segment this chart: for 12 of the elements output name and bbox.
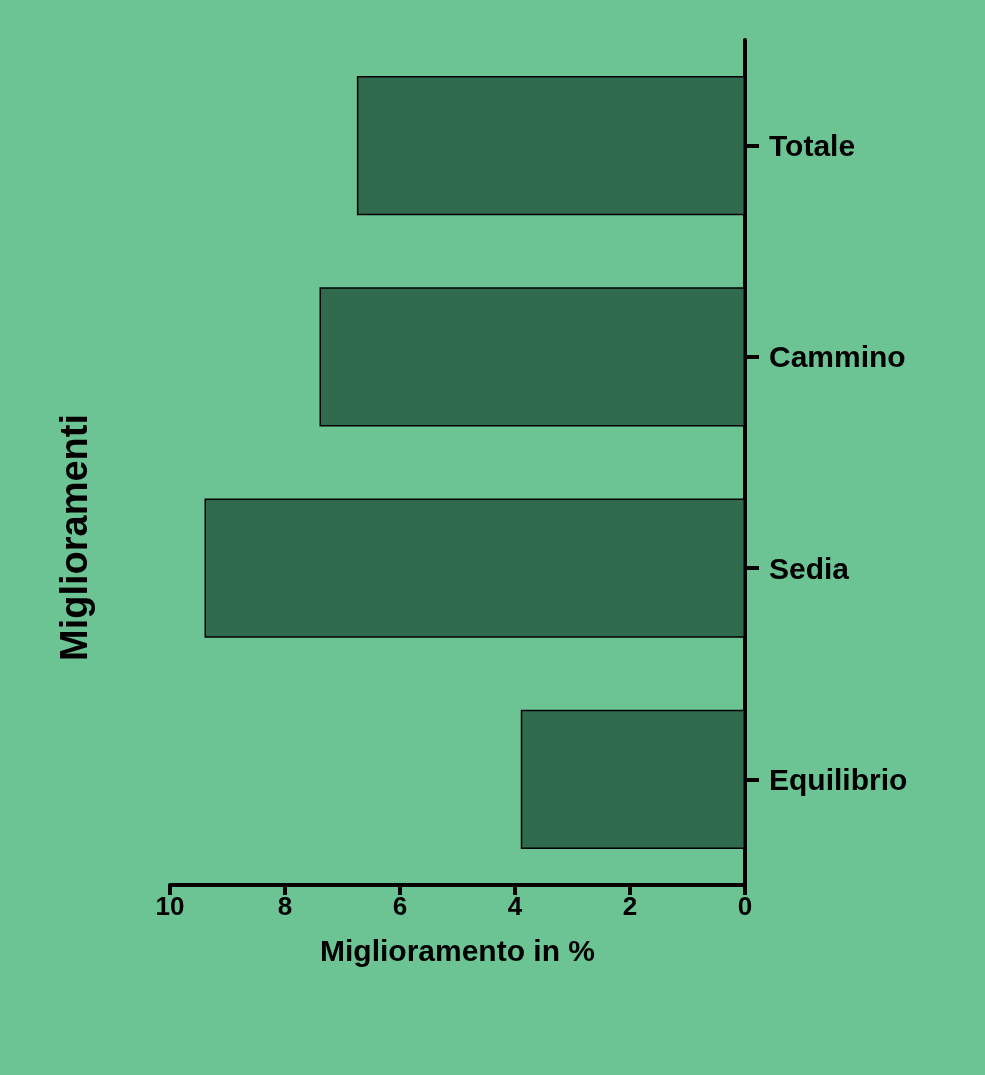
text: Miglioramenti [53, 413, 95, 662]
y-tick-label: Sedia [769, 551, 850, 585]
y-tick-label: Totale [769, 129, 856, 163]
x-tick-label: 2 [622, 891, 638, 921]
x-tick-label: 0 [737, 891, 753, 921]
y-tick-label: Equilibrio [769, 762, 908, 796]
x-tick-label: 6 [392, 891, 408, 921]
x-tick-label: 10 [155, 891, 185, 921]
x-tick-label: 8 [277, 891, 293, 921]
y-tick-label: Cammino [769, 340, 906, 374]
x-axis-title: Miglioramento in % [319, 933, 596, 967]
x-tick-label: 4 [507, 891, 523, 921]
